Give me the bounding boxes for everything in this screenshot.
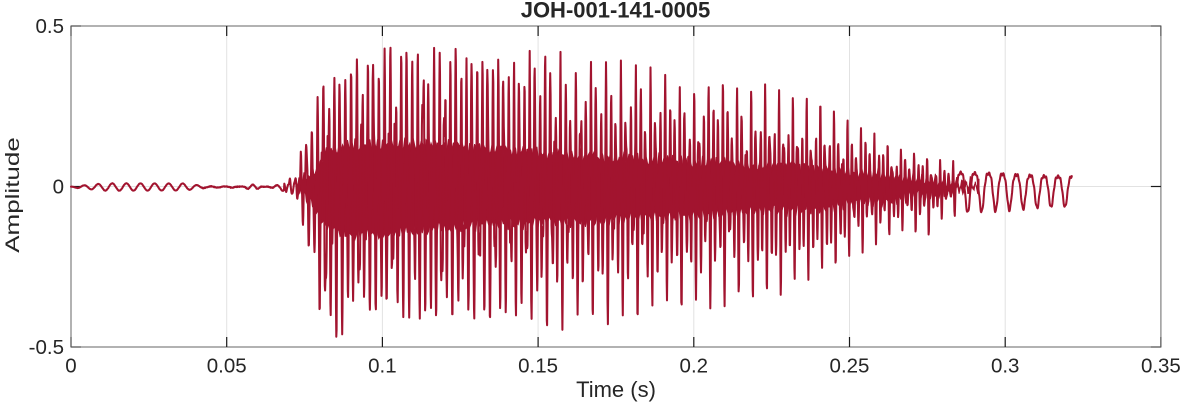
svg-text:-0.5: -0.5 xyxy=(29,336,64,359)
svg-text:0.3: 0.3 xyxy=(991,354,1020,377)
svg-text:0.05: 0.05 xyxy=(207,354,247,377)
svg-text:0.35: 0.35 xyxy=(1141,354,1181,377)
svg-text:Time (s): Time (s) xyxy=(576,377,656,402)
svg-text:0: 0 xyxy=(53,176,64,199)
svg-text:0: 0 xyxy=(65,354,76,377)
svg-text:0.5: 0.5 xyxy=(36,15,65,38)
svg-text:0.15: 0.15 xyxy=(518,354,558,377)
svg-text:0.25: 0.25 xyxy=(830,354,870,377)
svg-text:0.2: 0.2 xyxy=(680,354,709,377)
svg-text:JOH-001-141-0005: JOH-001-141-0005 xyxy=(521,0,711,23)
svg-text:0.1: 0.1 xyxy=(368,354,397,377)
svg-text:Amplitude: Amplitude xyxy=(2,137,24,253)
